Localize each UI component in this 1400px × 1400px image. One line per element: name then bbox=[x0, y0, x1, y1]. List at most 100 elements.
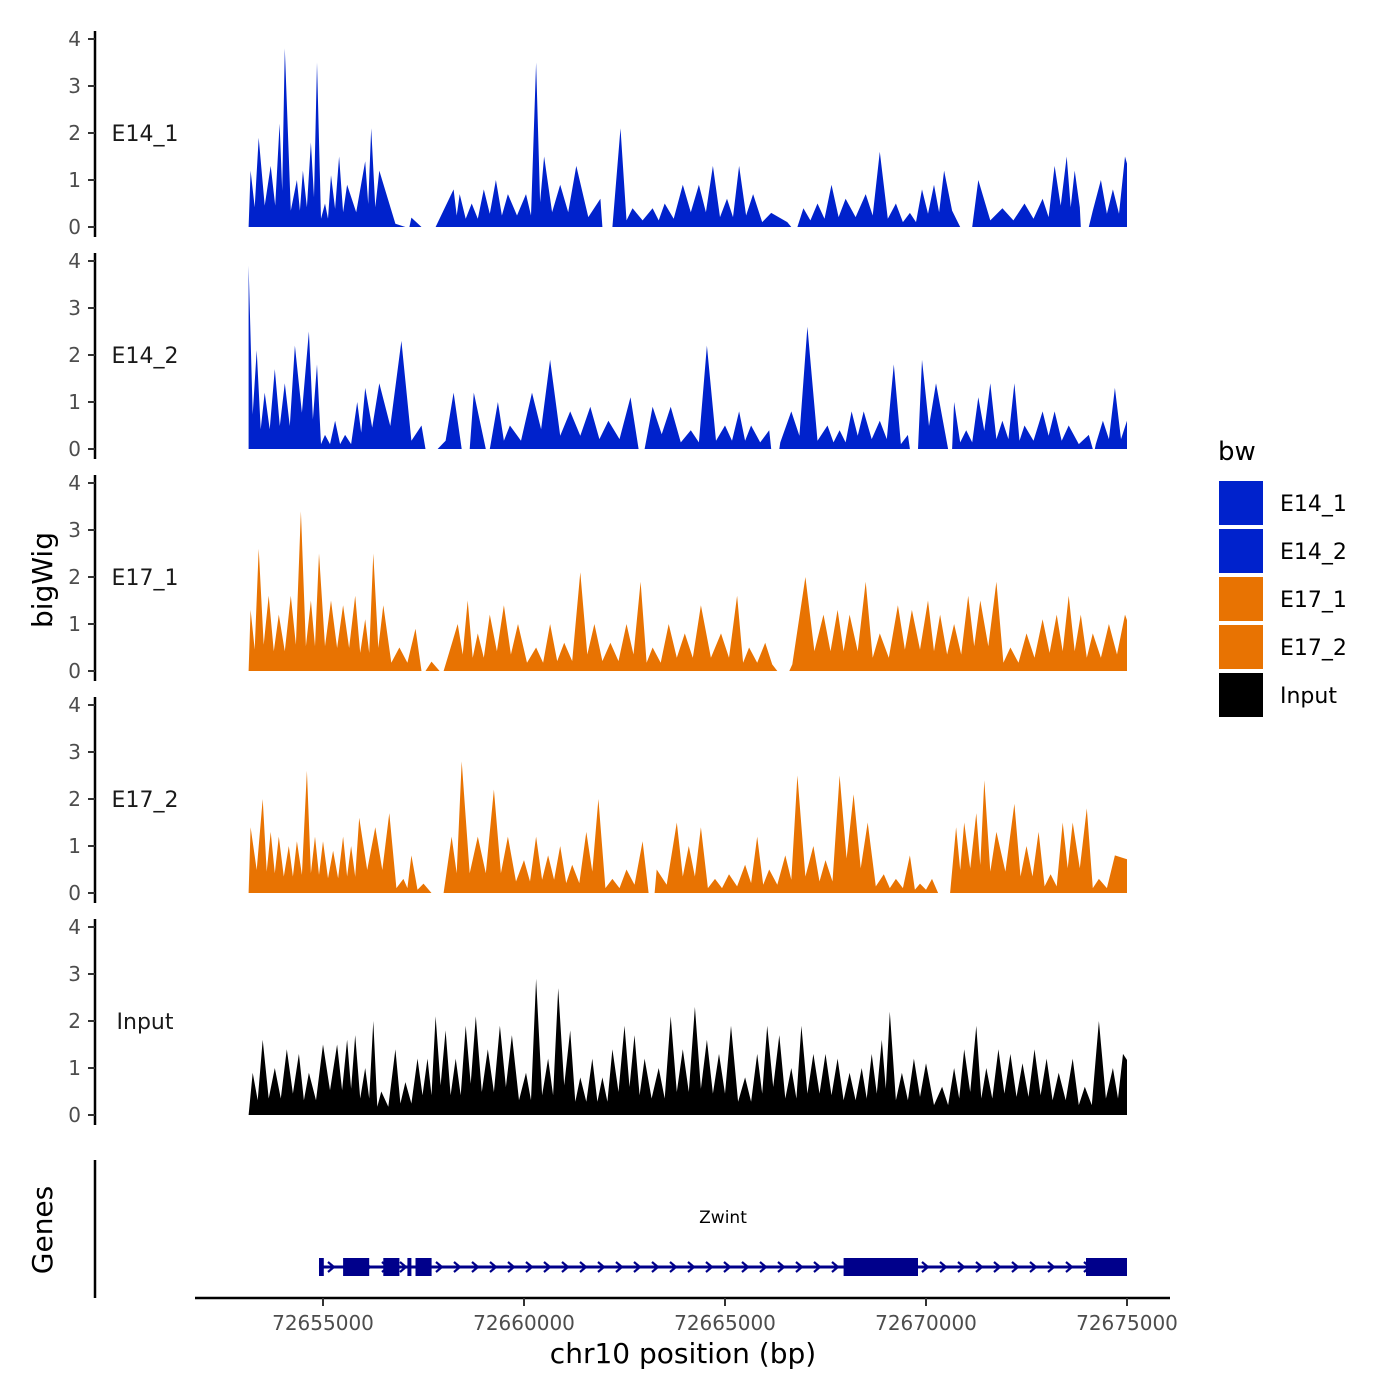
y-tick-label: 3 bbox=[68, 74, 81, 98]
y-tick-label: 2 bbox=[68, 343, 81, 367]
y-tick-label: 2 bbox=[68, 787, 81, 811]
strand-arrow-icon bbox=[777, 1261, 786, 1273]
strand-arrow-icon bbox=[1029, 1261, 1038, 1273]
legend-label: E14_1 bbox=[1280, 492, 1347, 517]
strand-arrow-icon bbox=[579, 1261, 588, 1273]
y-tick-label: 4 bbox=[68, 693, 81, 717]
legend-key-e14_1 bbox=[1217, 479, 1265, 527]
gene-track-title: Genes bbox=[26, 1186, 59, 1274]
y-axis-title: bigWig bbox=[26, 532, 59, 628]
strand-arrow-icon bbox=[597, 1261, 606, 1273]
legend-key-e17_2 bbox=[1217, 623, 1265, 671]
y-tick-label: 0 bbox=[68, 659, 81, 683]
y-tick-label: 1 bbox=[68, 834, 81, 858]
strand-arrow-icon bbox=[471, 1261, 480, 1273]
y-tick-label: 2 bbox=[68, 565, 81, 589]
x-axis-title: chr10 position (bp) bbox=[550, 1337, 816, 1370]
gene-track-panel: Zwint bbox=[93, 1160, 1127, 1298]
y-tick-label: 0 bbox=[68, 881, 81, 905]
legend-label: E17_2 bbox=[1280, 636, 1347, 661]
area-e17_1 bbox=[248, 511, 1128, 671]
y-tick-label: 4 bbox=[68, 27, 81, 51]
strand-arrow-icon bbox=[669, 1261, 678, 1273]
y-tick-label: 4 bbox=[68, 915, 81, 939]
strand-arrow-icon bbox=[633, 1261, 642, 1273]
y-tick-label: 1 bbox=[68, 168, 81, 192]
track-panels: 0 1 2 3 4 E14_1 0 1 2 3 4 E14_2 0 1 2 3 4 E17_1 0 1 2 3 4 E17_2… bbox=[68, 27, 1128, 1127]
gene-exon bbox=[383, 1258, 400, 1276]
strand-arrow-icon bbox=[525, 1261, 534, 1273]
strand-arrow-icon bbox=[399, 1261, 408, 1273]
strand-arrow-icon bbox=[939, 1261, 948, 1273]
track-label-e14_1: E14_1 bbox=[112, 122, 179, 147]
y-tick-label: 3 bbox=[68, 518, 81, 542]
legend-key-e17_1 bbox=[1217, 575, 1265, 623]
x-tick-label: 72675000 bbox=[1076, 1311, 1178, 1335]
y-tick-label: 2 bbox=[68, 1009, 81, 1033]
legend-key-input bbox=[1217, 671, 1265, 719]
y-tick-label: 0 bbox=[68, 437, 81, 461]
strand-arrow-icon bbox=[543, 1261, 552, 1273]
y-tick-label: 1 bbox=[68, 390, 81, 414]
track-panel-input: 0 1 2 3 4 Input bbox=[68, 915, 1128, 1127]
legend-label: E17_1 bbox=[1280, 588, 1347, 613]
x-axis: 72655000 72660000 72665000 72670000 72675000 bbox=[195, 1296, 1178, 1335]
strand-arrow-icon bbox=[957, 1261, 966, 1273]
area-input bbox=[248, 978, 1128, 1115]
legend-key-e14_2 bbox=[1217, 527, 1265, 575]
track-label-e17_1: E17_1 bbox=[112, 566, 179, 591]
strand-arrow-icon bbox=[327, 1261, 336, 1273]
gene-exon bbox=[415, 1258, 432, 1276]
gene-exon bbox=[1086, 1258, 1127, 1276]
strand-arrow-icon bbox=[741, 1261, 750, 1273]
strand-arrow-icon bbox=[993, 1261, 1002, 1273]
legend-label: E14_2 bbox=[1280, 540, 1347, 565]
strand-arrow-icon bbox=[975, 1261, 984, 1273]
strand-arrow-icon bbox=[489, 1261, 498, 1273]
track-label-input: Input bbox=[117, 1010, 174, 1035]
x-tick-label: 72655000 bbox=[272, 1311, 374, 1335]
strand-arrow-icon bbox=[687, 1261, 696, 1273]
gene-exon bbox=[843, 1258, 918, 1276]
y-tick-label: 1 bbox=[68, 612, 81, 636]
strand-arrow-icon bbox=[1011, 1261, 1020, 1273]
strand-arrow-icon bbox=[795, 1261, 804, 1273]
strand-arrow-icon bbox=[759, 1261, 768, 1273]
y-tick-label: 2 bbox=[68, 121, 81, 145]
strand-arrow-icon bbox=[453, 1261, 462, 1273]
x-tick-label: 72660000 bbox=[473, 1311, 575, 1335]
x-tick-label: 72665000 bbox=[674, 1311, 776, 1335]
area-e14_2 bbox=[248, 265, 1128, 449]
gene-exon bbox=[319, 1258, 324, 1276]
strand-arrow-icon bbox=[561, 1261, 570, 1273]
track-label-e17_2: E17_2 bbox=[112, 788, 179, 813]
area-e14_1 bbox=[248, 48, 1128, 228]
gene-exon bbox=[343, 1258, 370, 1276]
strand-arrow-icon bbox=[507, 1261, 516, 1273]
area-e17_2 bbox=[248, 761, 1128, 893]
y-tick-label: 0 bbox=[68, 215, 81, 239]
track-panel-e14_1: 0 1 2 3 4 E14_1 bbox=[68, 27, 1128, 239]
y-tick-label: 3 bbox=[68, 740, 81, 764]
strand-arrow-icon bbox=[615, 1261, 624, 1273]
strand-arrow-icon bbox=[651, 1261, 660, 1273]
x-tick-label: 72670000 bbox=[875, 1311, 977, 1335]
track-panel-e17_1: 0 1 2 3 4 E17_1 bbox=[68, 471, 1128, 683]
legend: bw E14_1 E14_2 E17_1 E17_2 Input bbox=[1217, 437, 1347, 719]
y-tick-label: 3 bbox=[68, 962, 81, 986]
strand-arrow-icon bbox=[435, 1261, 444, 1273]
y-tick-label: 3 bbox=[68, 296, 81, 320]
strand-arrow-icon bbox=[813, 1261, 822, 1273]
strand-arrow-icon bbox=[705, 1261, 714, 1273]
strand-arrow-icon bbox=[1047, 1261, 1056, 1273]
track-panel-e17_2: 0 1 2 3 4 E17_2 bbox=[68, 693, 1128, 905]
gene-exon bbox=[407, 1258, 412, 1276]
gene-name-label: Zwint bbox=[699, 1208, 747, 1228]
strand-arrow-icon bbox=[921, 1261, 930, 1273]
strand-arrow-icon bbox=[723, 1261, 732, 1273]
strand-arrow-icon bbox=[1065, 1261, 1074, 1273]
y-tick-label: 1 bbox=[68, 1056, 81, 1080]
strand-arrow-icon bbox=[831, 1261, 840, 1273]
legend-title: bw bbox=[1218, 437, 1256, 467]
